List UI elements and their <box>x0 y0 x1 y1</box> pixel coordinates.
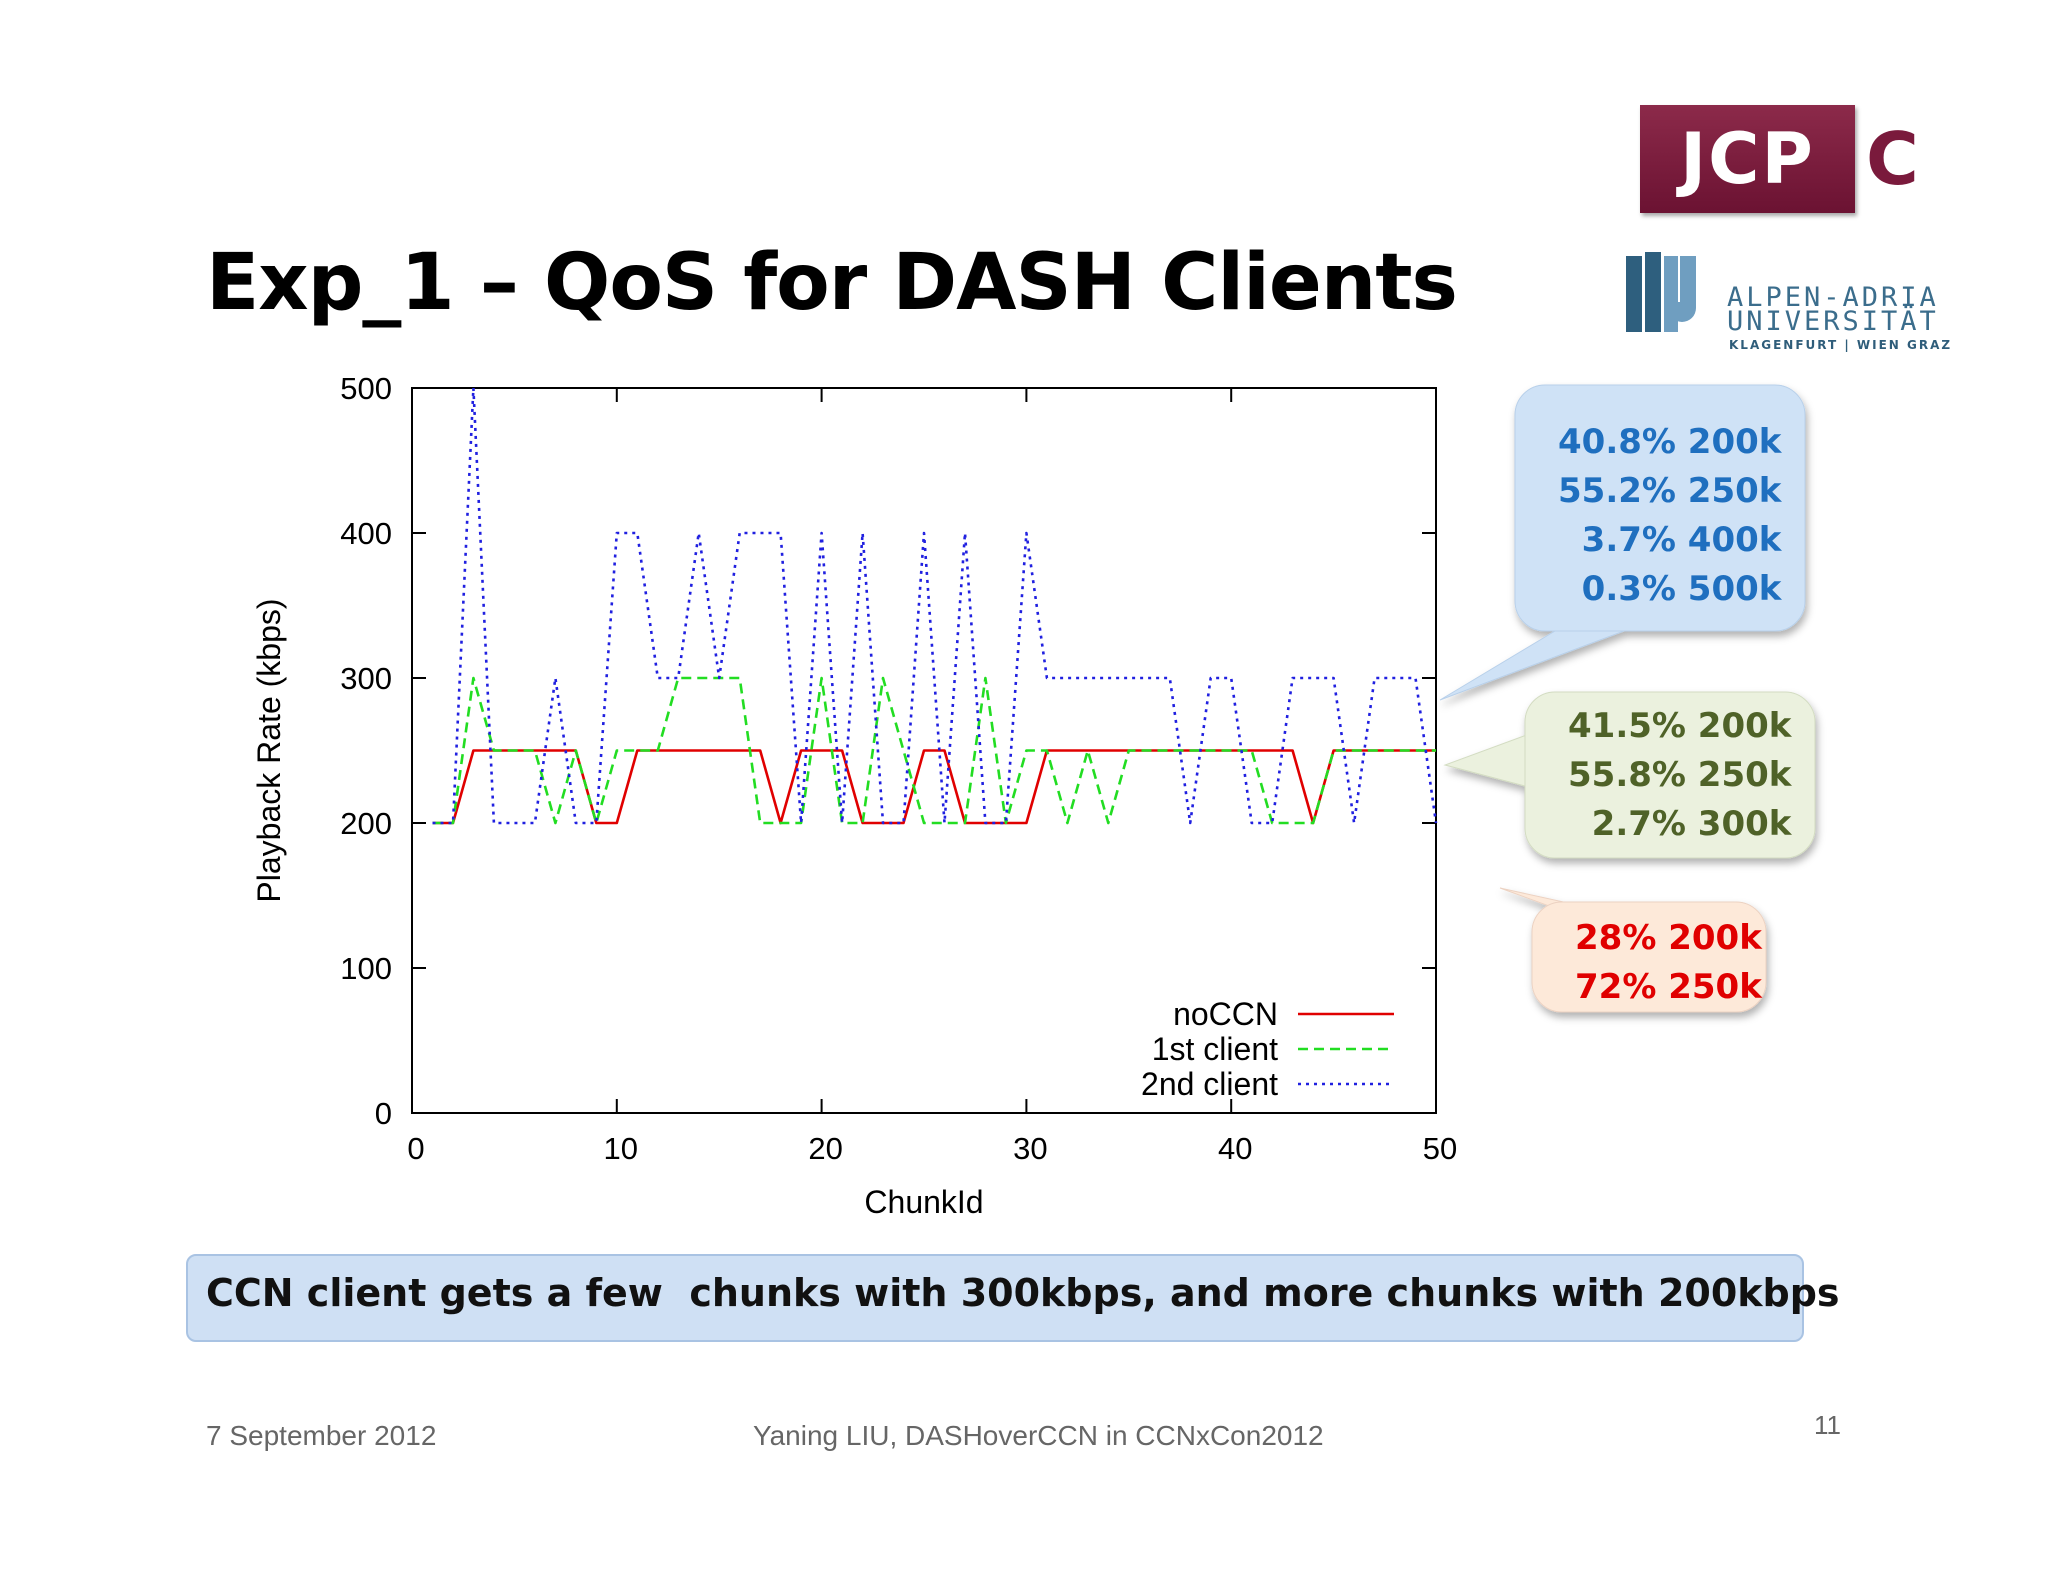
x-tick-label: 20 <box>808 1131 842 1166</box>
y-tick-label: 300 <box>340 661 392 696</box>
jcp-logo: JCP <box>1640 105 1855 213</box>
x-tick-label: 30 <box>1013 1131 1047 1166</box>
university-logo-icon <box>1626 252 1696 332</box>
first-client-stats-callout: 41.5% 200k 55.8% 250k 2.7% 300k <box>1568 702 1791 849</box>
second-client-callout-shape <box>1439 384 1806 701</box>
callout-line: 3.7% 400k <box>1558 520 1782 560</box>
y-tick-label: 500 <box>340 371 392 406</box>
callout-line: 55.8% 250k <box>1568 755 1792 795</box>
series-line-2nd-client <box>432 386 1438 825</box>
x-axis-label: ChunkId <box>864 1184 983 1220</box>
x-tick-label: 0 <box>407 1131 424 1166</box>
university-name-line2: UNIVERSITÄT <box>1727 306 1939 337</box>
x-tick-label: 40 <box>1218 1131 1252 1166</box>
university-name-line1: ALPEN-ADRIA <box>1727 282 1939 313</box>
page-number: 11 <box>1814 1410 1841 1440</box>
y-tick-label: 400 <box>340 516 392 551</box>
noccn-callout-shape <box>1499 887 1767 1013</box>
series-line-noccn <box>432 749 1436 825</box>
callout-line: 40.8% 200k <box>1558 422 1782 462</box>
y-tick-label: 0 <box>375 1096 392 1131</box>
conclusion-text: CCN client gets a few chunks with 300kbp… <box>206 1271 1840 1315</box>
callout-line: 2.7% 300k <box>1568 804 1792 844</box>
legend-label: 1st client <box>1152 1031 1278 1067</box>
callout-line: 41.5% 200k <box>1568 706 1792 746</box>
first-client-callout-shape <box>1443 691 1816 859</box>
x-tick-label: 50 <box>1423 1131 1457 1166</box>
second-client-stats-callout: 40.8% 200k 55.2% 250k 3.7% 400k 0.3% 500k <box>1558 418 1781 614</box>
noccn-stats-callout: 28% 200k 72% 250k <box>1575 914 1762 1012</box>
callout-line: 55.2% 250k <box>1558 471 1782 511</box>
callout-line: 28% 200k <box>1575 918 1762 958</box>
y-axis-label: Playback Rate (kbps) <box>251 598 287 902</box>
legend-label: noCCN <box>1173 996 1278 1032</box>
y-tick-label: 200 <box>340 806 392 841</box>
conclusion-box <box>186 1254 1804 1342</box>
legend-label: 2nd client <box>1141 1066 1278 1102</box>
jcp-logo-text: JCP <box>1680 118 1815 200</box>
callout-line: 0.3% 500k <box>1558 569 1782 609</box>
y-tick-label: 100 <box>340 951 392 986</box>
series-line-1st-client <box>432 676 1436 825</box>
callout-line: 72% 250k <box>1575 967 1762 1007</box>
x-tick-label: 10 <box>604 1131 638 1166</box>
university-name-line3: KLAGENFURT | WIEN GRAZ <box>1729 338 1953 352</box>
footer-author: Yaning LIU, DASHoverCCN in CCNxCon2012 <box>753 1420 1324 1451</box>
slide-title: Exp_1 – QoS for DASH Clients <box>206 238 1458 328</box>
jcp-logo-suffix: C <box>1866 117 1919 201</box>
footer-date: 7 September 2012 <box>206 1420 437 1451</box>
